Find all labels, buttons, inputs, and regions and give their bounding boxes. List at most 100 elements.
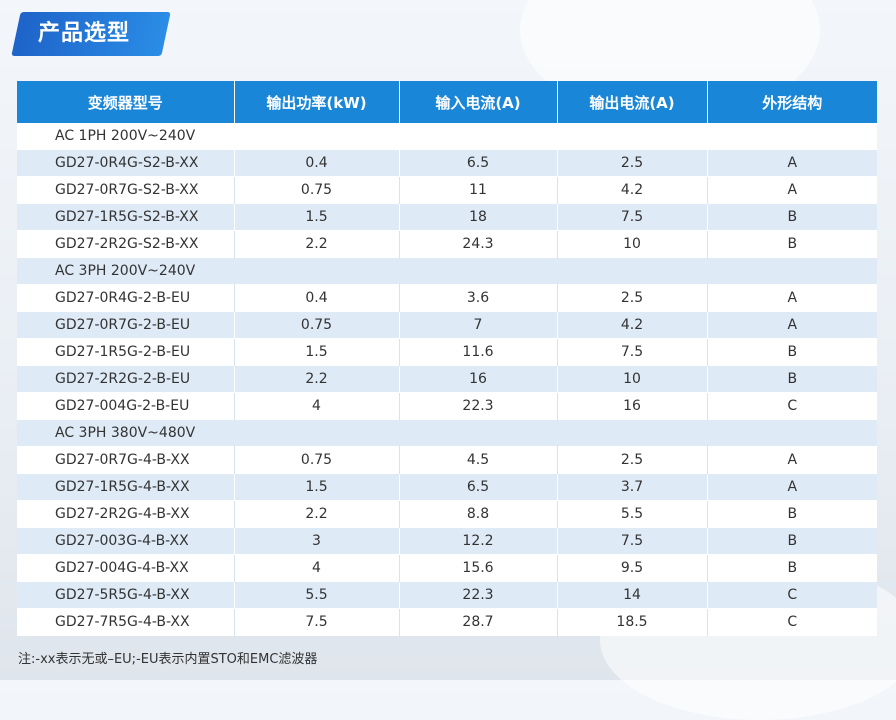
output-current-cell: 7.5 — [557, 338, 708, 366]
input-current-cell: 15.6 — [399, 554, 558, 582]
output-power-cell: 3 — [234, 527, 400, 555]
output-current-cell: 2.5 — [557, 149, 708, 177]
frame-cell: B — [707, 203, 877, 231]
model-cell: GD27-0R7G-2-B-EU — [17, 311, 235, 339]
column-header-frame: 外形结构 — [707, 81, 877, 123]
frame-cell: C — [707, 581, 877, 609]
input-current-cell: 22.3 — [399, 581, 558, 609]
frame-cell: A — [707, 176, 877, 204]
frame-cell: A — [707, 149, 877, 177]
table-row: GD27-0R4G-2-B-EU 0.4 3.6 2.5 A — [17, 284, 877, 312]
model-cell: GD27-2R2G-S2-B-XX — [17, 230, 235, 258]
output-current-cell: 10 — [557, 230, 708, 258]
model-cell: GD27-003G-4-B-XX — [17, 527, 235, 555]
table-row: GD27-5R5G-4-B-XX 5.5 22.3 14 C — [17, 581, 877, 609]
frame-cell: B — [707, 527, 877, 555]
frame-cell: B — [707, 230, 877, 258]
output-power-cell: 7.5 — [234, 608, 400, 636]
product-table-container: 变频器型号 输出功率(kW) 输入电流(A) 输出电流(A) 外形结构 AC 1… — [17, 81, 877, 636]
table-group-row: AC 1PH 200V~240V — [17, 123, 877, 150]
output-current-cell: 2.5 — [557, 284, 708, 312]
input-current-cell: 18 — [399, 203, 558, 231]
input-current-cell: 16 — [399, 365, 558, 393]
footnote: 注:-xx表示无或–EU;-EU表示内置STO和EMC滤波器 — [18, 652, 318, 667]
model-cell: GD27-2R2G-2-B-EU — [17, 365, 235, 393]
output-power-cell: 0.75 — [234, 446, 400, 474]
output-current-cell: 4.2 — [557, 176, 708, 204]
column-header-input-current: 输入电流(A) — [399, 81, 558, 123]
frame-cell: C — [707, 392, 877, 420]
table-group-row: AC 3PH 380V~480V — [17, 419, 877, 447]
model-cell: GD27-5R5G-4-B-XX — [17, 581, 235, 609]
input-current-cell: 6.5 — [399, 149, 558, 177]
output-current-cell: 2.5 — [557, 446, 708, 474]
output-power-cell: 0.75 — [234, 176, 400, 204]
table-row: GD27-0R7G-4-B-XX 0.75 4.5 2.5 A — [17, 446, 877, 474]
frame-cell: B — [707, 365, 877, 393]
group-label: AC 3PH 200V~240V — [17, 257, 877, 285]
output-current-cell: 3.7 — [557, 473, 708, 501]
input-current-cell: 3.6 — [399, 284, 558, 312]
output-current-cell: 14 — [557, 581, 708, 609]
table-row: GD27-004G-2-B-EU 4 22.3 16 C — [17, 392, 877, 420]
input-current-cell: 11 — [399, 176, 558, 204]
page-title: 产品选型 — [38, 21, 131, 46]
table-row: GD27-2R2G-S2-B-XX 2.2 24.3 10 B — [17, 230, 877, 258]
output-power-cell: 0.75 — [234, 311, 400, 339]
input-current-cell: 8.8 — [399, 500, 558, 528]
input-current-cell: 4.5 — [399, 446, 558, 474]
frame-cell: C — [707, 608, 877, 636]
model-cell: GD27-1R5G-2-B-EU — [17, 338, 235, 366]
table-row: GD27-1R5G-S2-B-XX 1.5 18 7.5 B — [17, 203, 877, 231]
output-current-cell: 7.5 — [557, 203, 708, 231]
output-power-cell: 1.5 — [234, 203, 400, 231]
frame-cell: A — [707, 446, 877, 474]
table-group-row: AC 3PH 200V~240V — [17, 257, 877, 285]
model-cell: GD27-004G-2-B-EU — [17, 392, 235, 420]
group-label: AC 3PH 380V~480V — [17, 419, 877, 447]
output-power-cell: 0.4 — [234, 149, 400, 177]
model-cell: GD27-1R5G-S2-B-XX — [17, 203, 235, 231]
output-current-cell: 9.5 — [557, 554, 708, 582]
output-current-cell: 4.2 — [557, 311, 708, 339]
model-cell: GD27-0R4G-2-B-EU — [17, 284, 235, 312]
model-cell: GD27-7R5G-4-B-XX — [17, 608, 235, 636]
input-current-cell: 22.3 — [399, 392, 558, 420]
model-cell: GD27-0R7G-S2-B-XX — [17, 176, 235, 204]
output-power-cell: 2.2 — [234, 500, 400, 528]
output-power-cell: 1.5 — [234, 338, 400, 366]
table-row: GD27-2R2G-2-B-EU 2.2 16 10 B — [17, 365, 877, 393]
output-power-cell: 5.5 — [234, 581, 400, 609]
table-row: GD27-2R2G-4-B-XX 2.2 8.8 5.5 B — [17, 500, 877, 528]
frame-cell: B — [707, 554, 877, 582]
input-current-cell: 6.5 — [399, 473, 558, 501]
output-current-cell: 18.5 — [557, 608, 708, 636]
output-power-cell: 2.2 — [234, 230, 400, 258]
model-cell: GD27-1R5G-4-B-XX — [17, 473, 235, 501]
model-cell: GD27-0R4G-S2-B-XX — [17, 149, 235, 177]
output-current-cell: 10 — [557, 365, 708, 393]
output-power-cell: 0.4 — [234, 284, 400, 312]
table-row: GD27-0R7G-S2-B-XX 0.75 11 4.2 A — [17, 176, 877, 204]
table-row: GD27-7R5G-4-B-XX 7.5 28.7 18.5 C — [17, 608, 877, 636]
model-cell: GD27-2R2G-4-B-XX — [17, 500, 235, 528]
output-power-cell: 1.5 — [234, 473, 400, 501]
table-row: GD27-1R5G-4-B-XX 1.5 6.5 3.7 A — [17, 473, 877, 501]
input-current-cell: 28.7 — [399, 608, 558, 636]
input-current-cell: 12.2 — [399, 527, 558, 555]
frame-cell: A — [707, 473, 877, 501]
table-header-row: 变频器型号 输出功率(kW) 输入电流(A) 输出电流(A) 外形结构 — [17, 81, 877, 123]
column-header-output-power: 输出功率(kW) — [234, 81, 400, 123]
model-cell: GD27-0R7G-4-B-XX — [17, 446, 235, 474]
group-label: AC 1PH 200V~240V — [17, 123, 877, 150]
input-current-cell: 7 — [399, 311, 558, 339]
column-header-model: 变频器型号 — [17, 81, 235, 123]
model-cell: GD27-004G-4-B-XX — [17, 554, 235, 582]
frame-cell: B — [707, 500, 877, 528]
output-current-cell: 16 — [557, 392, 708, 420]
table-row: GD27-0R4G-S2-B-XX 0.4 6.5 2.5 A — [17, 149, 877, 177]
table-row: GD27-003G-4-B-XX 3 12.2 7.5 B — [17, 527, 877, 555]
output-power-cell: 4 — [234, 392, 400, 420]
input-current-cell: 24.3 — [399, 230, 558, 258]
table-row: GD27-0R7G-2-B-EU 0.75 7 4.2 A — [17, 311, 877, 339]
